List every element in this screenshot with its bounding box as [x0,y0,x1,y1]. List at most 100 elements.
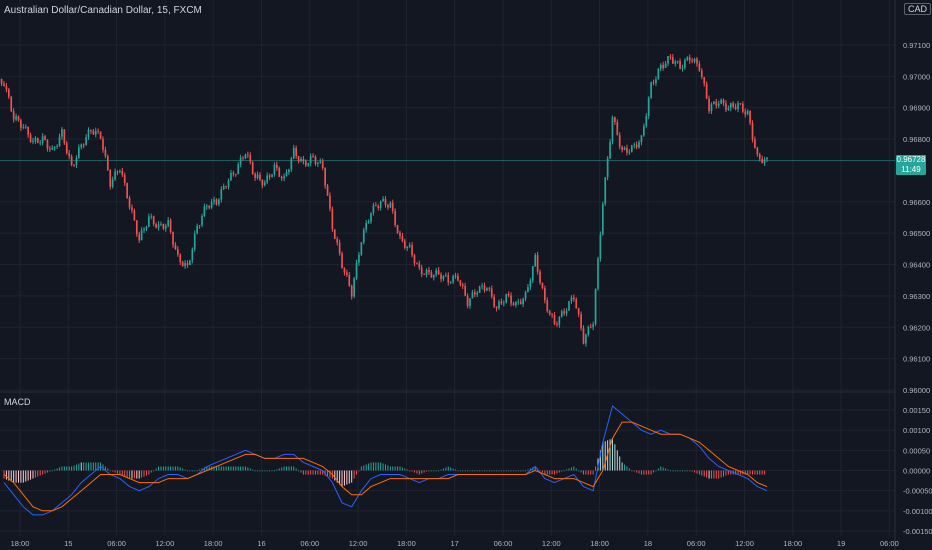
candle-body [189,260,191,266]
candle-body [524,292,527,299]
histogram-bar [283,466,285,471]
macd-tick-label: -0.00100 [903,507,932,516]
candle-body [623,147,626,150]
histogram-bar [165,466,167,471]
candle-body [150,216,153,218]
histogram-bar [63,466,65,471]
histogram-bar [752,470,754,475]
histogram-bar [71,466,73,471]
candle-body [445,275,447,277]
candle-body [382,198,384,202]
histogram-bar [382,463,384,471]
histogram-bar [61,466,63,471]
candle-body [377,206,380,208]
candle-body [577,308,580,315]
candle-body [34,138,37,141]
histogram-bar [527,469,529,471]
histogram-bar [317,470,319,475]
histogram-bar [25,470,27,482]
candle-body [428,269,430,273]
time-tick-label: 06:00 [687,539,706,548]
histogram-bar [505,470,507,472]
candle-body [464,285,467,296]
histogram-bar [510,470,512,472]
price-tick-label: 0.97100 [903,41,930,50]
candle-body [234,173,237,175]
histogram-bar [179,467,181,471]
candle-body [7,89,10,97]
histogram-bar [563,470,565,472]
candle-body [643,126,645,136]
candle-body [645,116,648,127]
histogram-bar [493,470,495,472]
candle-body [78,147,80,158]
histogram-bar [104,466,106,471]
candle-body [575,299,578,309]
histogram-bar [194,470,196,472]
histogram-bar [650,470,652,475]
candle-body [283,176,285,179]
histogram-bar [394,466,396,471]
histogram-bar [587,470,589,475]
histogram-bar [153,470,155,472]
histogram-bar [440,469,442,471]
macd-indicator-label[interactable]: MACD [4,397,31,407]
histogram-bar [474,470,476,472]
time-tick-label: 06:00 [494,539,513,548]
candle-body [582,328,585,344]
histogram-bar [310,470,312,475]
grid-lines [0,0,895,536]
time-tick-label: 18:00 [11,539,30,548]
macd-lines [3,405,768,516]
histogram-bar [44,470,46,474]
candle-body [213,199,215,202]
currency-badge[interactable]: CAD [904,3,932,15]
candle-body [321,161,324,168]
histogram-bar [689,470,691,472]
candle-body [650,82,652,98]
time-tick-label: 17 [451,539,459,548]
histogram-bar [679,470,681,472]
histogram-bar [80,462,82,471]
candle-body [215,199,218,205]
candle-body [507,293,510,296]
histogram-bar [648,470,650,475]
histogram-bar [669,470,671,472]
histogram-bar [358,470,360,472]
candle-body [157,224,160,228]
candle-body [614,117,616,123]
candle-body [68,153,71,157]
candle-body [172,231,174,245]
candle-body [481,285,483,287]
candle-body [580,314,582,329]
candle-body [638,142,640,148]
candle-body [49,148,51,150]
histogram-bar [744,470,746,475]
histogram-bar [327,470,329,477]
candle-body [0,78,3,84]
histogram-bar [377,462,379,471]
time-tick-label: 12:00 [542,539,561,548]
candle-body [174,244,177,250]
candle-body [15,116,17,120]
candle-body [713,101,715,105]
candle-body [519,301,522,305]
histogram-bar [624,464,626,471]
histogram-bar [539,470,541,472]
candle-body [454,275,457,277]
price-tick-label: 0.96400 [903,261,930,270]
candle-body [138,234,141,241]
candle-body [599,234,602,259]
candle-body [119,170,121,172]
histogram-bar [735,470,737,475]
histogram-bar [428,470,430,472]
histogram-bar [582,470,584,475]
histogram-bar [281,467,283,471]
histogram-bar [375,462,377,471]
candle-body [763,159,766,164]
candle-body [548,311,551,315]
candle-body [655,79,657,84]
histogram-bar [305,470,307,475]
candle-body [761,158,764,164]
candle-body [534,255,537,267]
